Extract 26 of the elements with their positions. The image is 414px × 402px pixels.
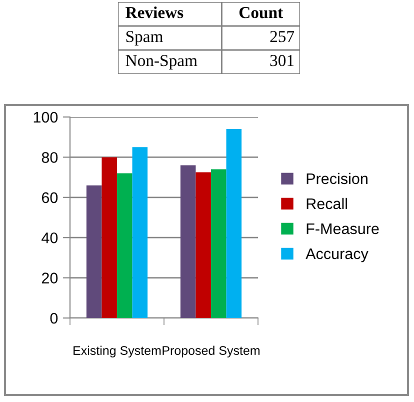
legend-label: F-Measure (306, 223, 379, 234)
bar (211, 169, 226, 318)
x-tick-label: Existing System (74, 346, 161, 358)
data-label: 257 (270, 30, 294, 42)
legend-label: Precision (306, 172, 368, 184)
bar (226, 129, 242, 318)
bar (117, 173, 132, 318)
y-tick-label: 80 (42, 152, 58, 163)
category-label: Spam (126, 30, 163, 46)
x-tick-label: Proposed System (162, 346, 260, 358)
y-tick-label: 20 (42, 272, 58, 284)
y-tick-label: 100 (34, 112, 58, 123)
category-label: Non-Spam (126, 54, 198, 70)
y-tick-label: 0 (50, 312, 58, 324)
text: Count (239, 6, 284, 18)
bar (132, 147, 148, 318)
y-tick-label: 40 (42, 232, 58, 244)
bar (102, 157, 117, 318)
data-label: 301 (270, 54, 294, 66)
text: Reviews (126, 6, 184, 18)
y-tick-label: 60 (42, 192, 58, 204)
bar (196, 172, 211, 318)
legend-label: Accuracy (306, 248, 368, 262)
legend-label: Recall (306, 198, 348, 210)
bar (86, 185, 102, 318)
bar (180, 165, 196, 318)
